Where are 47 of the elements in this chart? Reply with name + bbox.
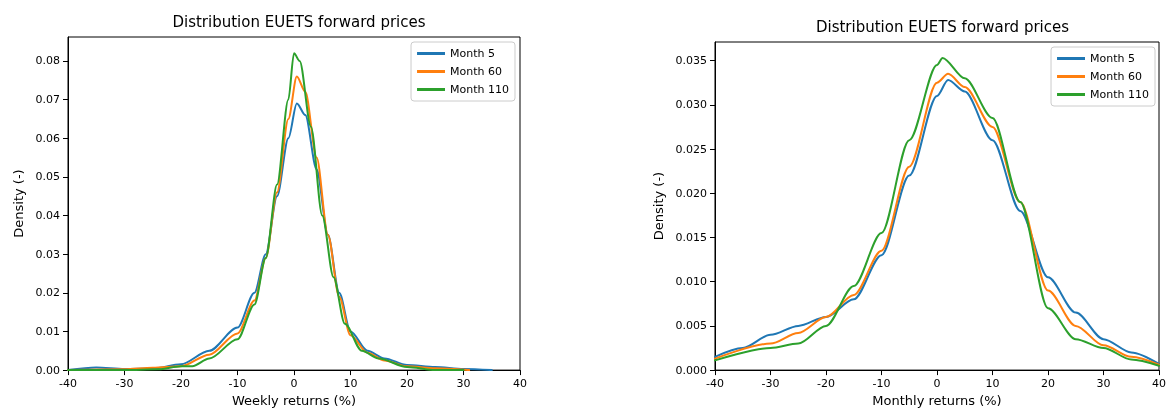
x-tick-label: -40: [59, 377, 77, 391]
y-tick-label: 0.000: [675, 363, 707, 377]
y-tick-label: 0.03: [35, 247, 60, 261]
y-tick-label: 0.05: [35, 170, 60, 184]
x-tick-label: -20: [817, 377, 835, 391]
y-axis-title: Density (-): [10, 169, 26, 238]
y-tick-label: 0.01: [35, 324, 60, 338]
chart-title: Distribution EUETS forward prices: [815, 17, 1070, 36]
x-tick-label: 30: [456, 377, 471, 391]
y-tick-label: 0.04: [35, 209, 60, 223]
legend-label: Month 5: [450, 47, 496, 60]
y-tick-label: 0.06: [35, 131, 60, 145]
legend-label: Month 5: [1090, 52, 1136, 65]
x-tick-label: 30: [1096, 377, 1111, 391]
x-tick-label: 20: [1041, 377, 1055, 391]
y-tick-label: 0.015: [675, 230, 707, 244]
y-tick-label: 0.020: [675, 186, 707, 200]
x-tick-label: 20: [400, 377, 414, 391]
y-tick-label: 0.010: [675, 275, 707, 289]
y-tick-label: 0.005: [675, 319, 707, 333]
x-tick-label: 0: [933, 377, 941, 391]
y-tick-label: 0.00: [35, 363, 60, 377]
x-tick-label: 10: [985, 377, 1000, 391]
x-tick-label: -10: [872, 377, 891, 391]
x-axis-title: Weekly returns (%): [231, 393, 357, 408]
y-tick-label: 0.030: [675, 98, 707, 112]
chart-title: Distribution EUETS forward prices: [172, 12, 426, 31]
x-tick-label: -20: [172, 377, 190, 391]
y-tick-label: 0.025: [675, 142, 707, 156]
y-tick-label: 0.07: [35, 93, 60, 107]
x-tick-label: -30: [115, 377, 134, 391]
x-tick-label: -10: [228, 377, 247, 391]
legend-label: Month 110: [1090, 88, 1150, 101]
x-tick-label: -30: [761, 377, 780, 391]
x-axis-title: Monthly returns (%): [872, 393, 1002, 408]
x-tick-label: 40: [1152, 377, 1166, 391]
legend-label: Month 60: [450, 65, 503, 78]
x-tick-label: -40: [706, 377, 724, 391]
y-tick-label: 0.035: [675, 54, 707, 68]
legend-label: Month 110: [450, 83, 510, 96]
y-tick-label: 0.02: [35, 286, 60, 300]
x-tick-label: 40: [513, 377, 527, 391]
legend-label: Month 60: [1090, 70, 1143, 83]
x-tick-label: 0: [290, 377, 298, 391]
y-tick-label: 0.08: [35, 54, 60, 68]
y-axis-title: Density (-): [650, 171, 666, 241]
x-tick-label: 10: [343, 377, 358, 391]
